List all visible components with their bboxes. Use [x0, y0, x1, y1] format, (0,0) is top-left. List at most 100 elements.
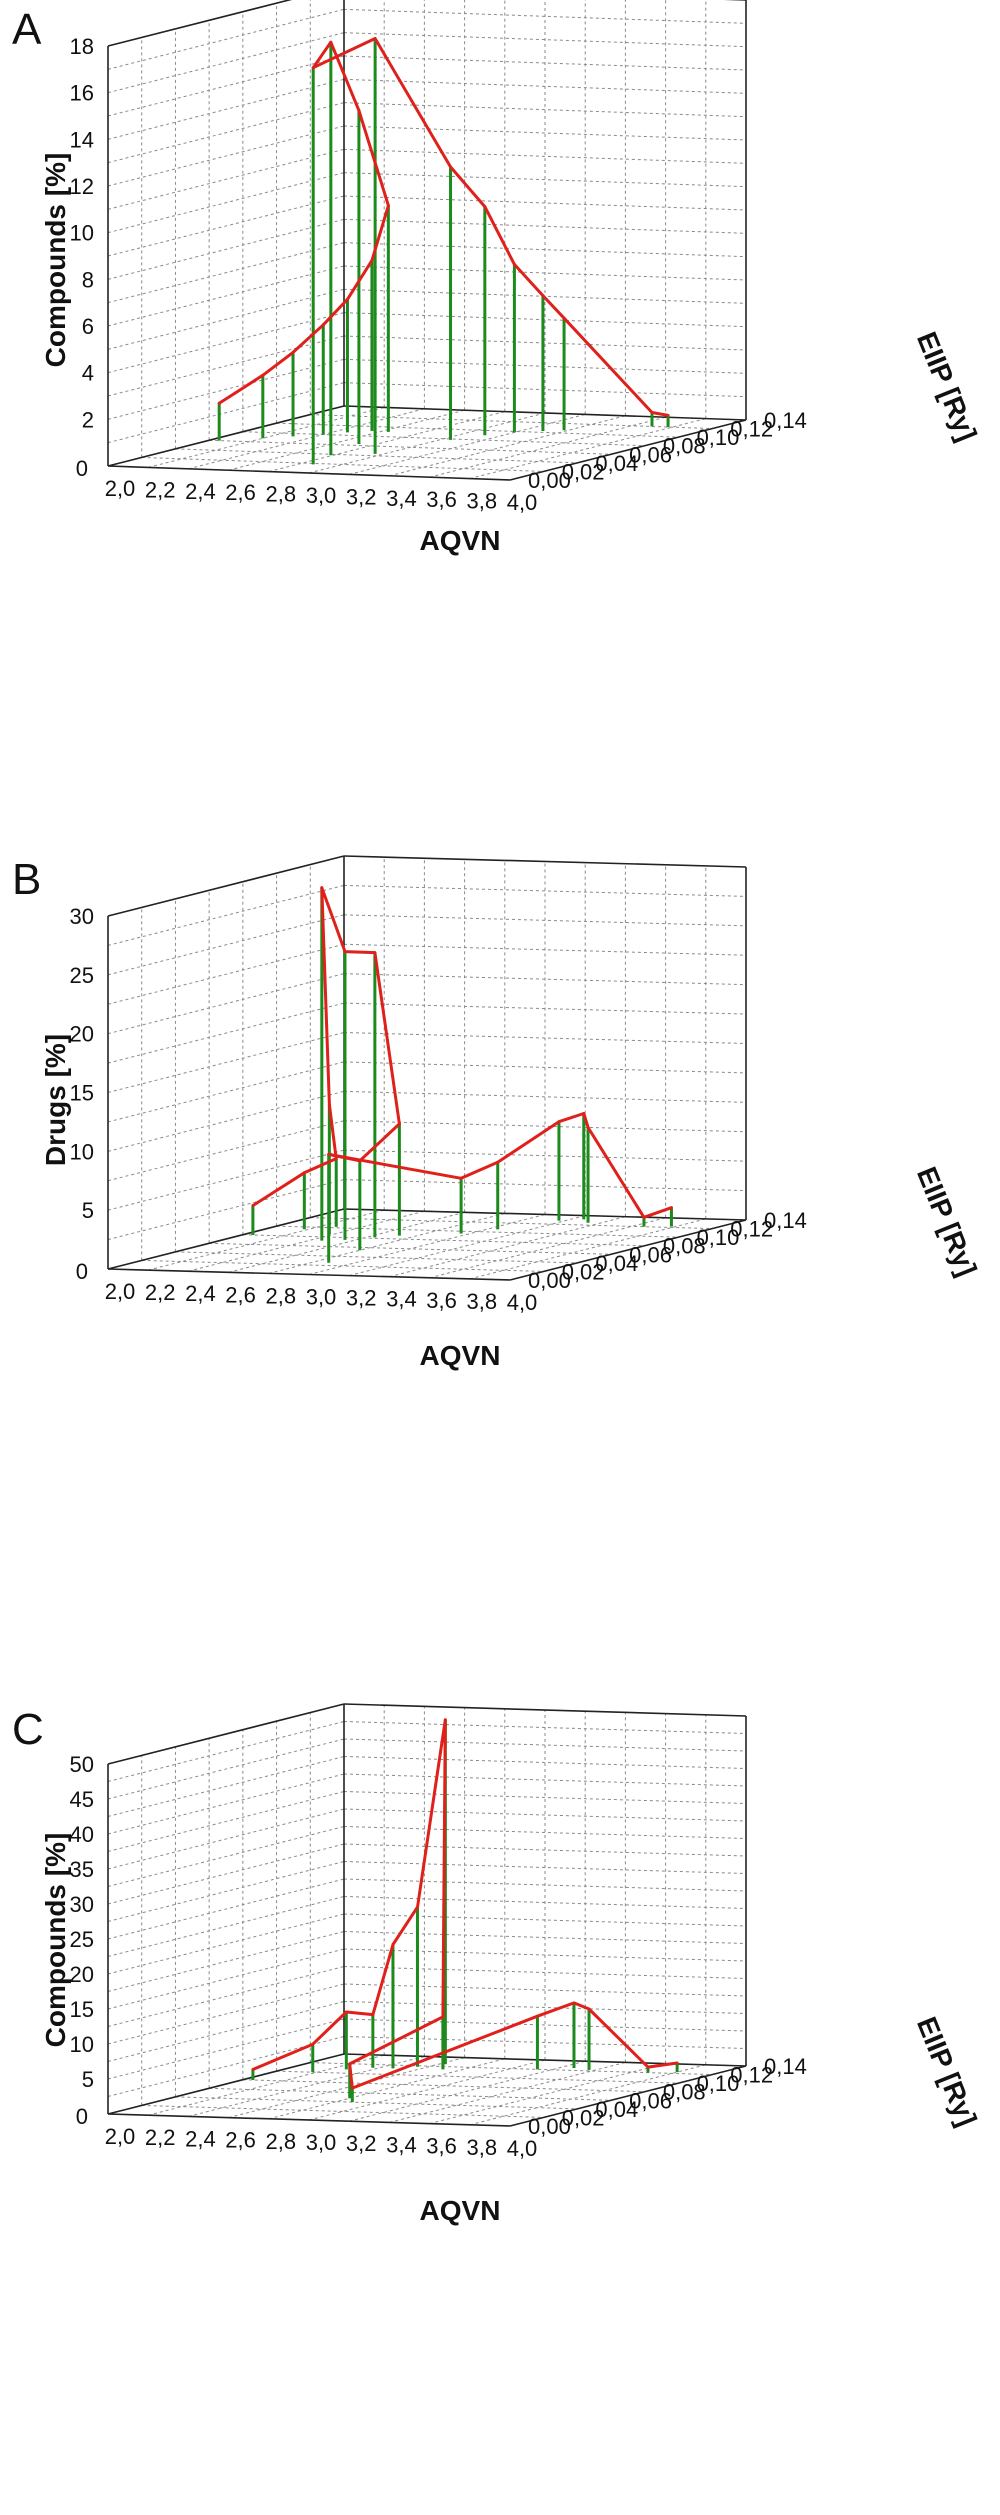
panel-b: B 2,0 2,2 2,4 2,6 2,8 3,0 3,2 3,4 3,6 3,8 4,0 0 5 10 15…: [12, 855, 983, 1371]
back-gridline: [343, 1061, 747, 1074]
back-gridline: [343, 1791, 747, 1804]
data-point: [327, 1103, 331, 1107]
data-point: [587, 2007, 591, 2011]
side-gridline: [107, 78, 345, 140]
y-tick-label: 2: [82, 407, 94, 432]
z-tick-label: 0,08: [663, 1234, 706, 1259]
side-gridline: [107, 1002, 345, 1064]
side-gridline: [107, 1773, 345, 1835]
y-tick-label: 20: [70, 1962, 94, 1987]
back-gridline: [343, 148, 747, 164]
back-gridline: [343, 358, 747, 374]
side-gridline: [107, 973, 345, 1035]
floor-gridline: [389, 415, 626, 477]
x-tick-label: 2,0: [105, 2124, 136, 2149]
side-gridline: [107, 172, 345, 234]
x-axis-title: AQVN: [420, 2195, 501, 2226]
back-gridline: [343, 2036, 747, 2049]
data-point: [441, 2015, 445, 2019]
back-gridline: [343, 195, 747, 211]
y-axis-title: Compounds [%]: [40, 153, 71, 368]
side-gridline: [107, 2036, 345, 2097]
z-tick-label: 0,10: [697, 425, 740, 450]
z-tick-label: 0,14: [764, 1208, 807, 1233]
side-gridline: [107, 1861, 345, 1922]
floor-gridline: [308, 1214, 546, 1275]
floor-gridline: [228, 2057, 465, 2119]
data-point: [572, 2001, 576, 2005]
back-gridline: [343, 1861, 747, 1874]
data-point: [535, 2014, 539, 2018]
back-gridline: [343, 1808, 747, 1822]
floor-gridline: [310, 414, 713, 430]
back-gridline: [343, 1032, 747, 1044]
floor-gridline: [349, 1215, 586, 1277]
y-tick-label: 25: [70, 963, 94, 988]
back-gridline: [343, 382, 747, 398]
x-tick-label: 2,6: [225, 1282, 256, 1307]
back-gridline: [343, 8, 747, 24]
floor-gridline: [429, 1217, 666, 1279]
x-tick-label: 2,0: [105, 1279, 136, 1304]
series-line: [252, 886, 672, 1219]
side-gridline: [107, 1948, 345, 2010]
y-tick-label: 0: [76, 1259, 88, 1284]
data-point: [343, 950, 347, 954]
back-gridline: [343, 1773, 747, 1787]
y-tick-label: 14: [70, 127, 94, 152]
floor-gridline: [141, 2104, 544, 2118]
side-gridline: [107, 1808, 345, 1870]
z-tick-label: 0,06: [629, 2088, 672, 2113]
side-gridline: [107, 265, 345, 327]
floor-gridline: [175, 448, 578, 464]
data-point: [348, 2062, 352, 2066]
floor-gridline: [469, 418, 706, 480]
y-tick-label: 10: [70, 221, 94, 246]
side-gridline: [107, 1983, 345, 2045]
side-gridline: [107, 1738, 345, 1800]
floor-gridline: [188, 2055, 425, 2117]
x-tick-label: 2,4: [185, 479, 216, 504]
floor-gridline: [389, 2061, 626, 2123]
back-gridline: [343, 1966, 747, 1979]
x-tick-label: 2,8: [266, 482, 297, 507]
data-point: [217, 401, 221, 405]
z-axis-title: EIIP [Ry]: [911, 1162, 983, 1280]
x-tick-label: 4,0: [507, 2136, 538, 2161]
y-axis-title: Compounds [%]: [40, 1833, 71, 2048]
frame-edge: [107, 2053, 345, 2115]
side-gridline: [107, 1826, 345, 1887]
data-point: [329, 40, 333, 44]
floor-gridline: [349, 413, 586, 475]
z-tick-label: 0,14: [764, 2054, 807, 2079]
floor-gridline: [389, 1216, 626, 1278]
frame-edge: [509, 2065, 747, 2127]
back-gridline: [343, 1120, 747, 1133]
z-tick-label: 0,08: [663, 2080, 706, 2105]
z-tick-label: 0,00: [528, 2114, 571, 2139]
frame-edge: [343, 1703, 747, 1717]
y-tick-label: 5: [82, 1198, 94, 1223]
z-tick-label: 0,10: [697, 1225, 740, 1250]
floor-gridline: [141, 1259, 544, 1272]
y-tick-label: 5: [82, 2067, 94, 2092]
data-point: [311, 66, 315, 70]
x-tick-label: 2,4: [185, 1281, 216, 1306]
y-tick-label: 45: [70, 1787, 94, 1812]
z-tick-label: 0,02: [562, 459, 605, 484]
x-tick-label: 3,6: [426, 487, 457, 512]
floor-gridline: [188, 408, 425, 470]
y-tick-label: 15: [70, 1997, 94, 2022]
data-point: [666, 413, 670, 417]
side-gridline: [107, 1756, 345, 1817]
x-tick-label: 2,0: [105, 476, 136, 501]
frame-edge: [107, 1268, 511, 1281]
z-tick-label: 0,00: [528, 468, 571, 493]
side-gridline: [107, 195, 345, 257]
x-tick-label: 3,8: [467, 2135, 498, 2160]
back-gridline: [343, 973, 747, 986]
frame-edge: [107, 465, 511, 481]
x-tick-label: 4,0: [507, 1290, 538, 1315]
back-gridline: [343, 1738, 747, 1752]
floor-gridline: [209, 2087, 612, 2101]
